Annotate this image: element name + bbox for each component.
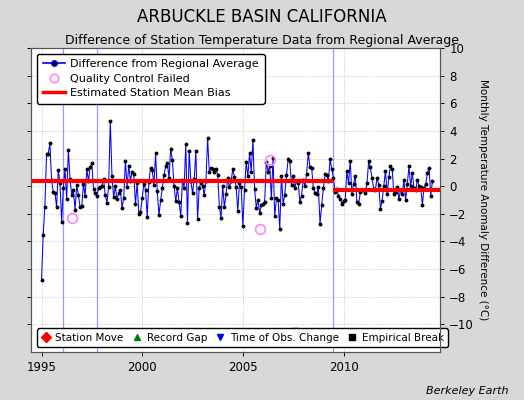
- Text: ARBUCKLE BASIN CALIFORNIA: ARBUCKLE BASIN CALIFORNIA: [137, 8, 387, 26]
- Text: Difference of Station Temperature Data from Regional Average: Difference of Station Temperature Data f…: [65, 34, 459, 47]
- Y-axis label: Monthly Temperature Anomaly Difference (°C): Monthly Temperature Anomaly Difference (…: [478, 79, 488, 321]
- Legend: Station Move, Record Gap, Time of Obs. Change, Empirical Break: Station Move, Record Gap, Time of Obs. C…: [37, 328, 448, 347]
- Text: Berkeley Earth: Berkeley Earth: [426, 386, 508, 396]
